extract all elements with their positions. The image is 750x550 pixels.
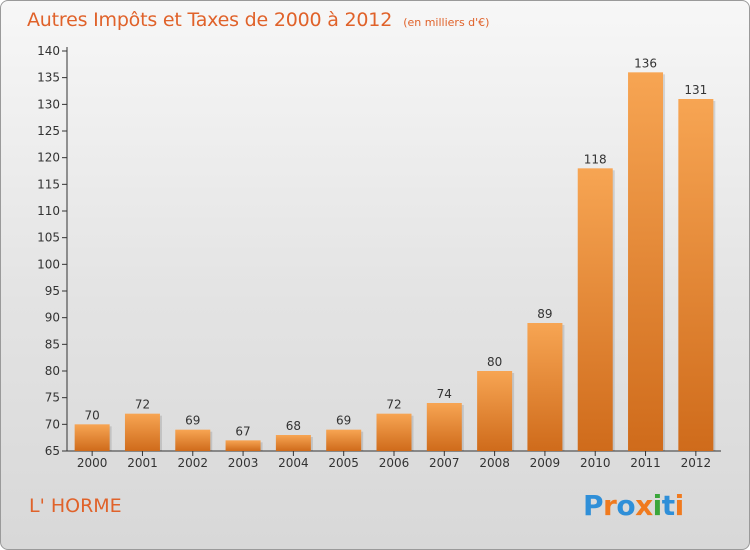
x-tick-label: 2008 <box>479 456 510 470</box>
data-label: 80 <box>487 355 502 369</box>
bar <box>74 424 110 451</box>
logo-letter: r <box>603 489 617 522</box>
bar <box>275 435 311 451</box>
y-tick-label: 90 <box>45 311 60 325</box>
y-tick-label: 125 <box>37 124 60 138</box>
x-tick-label: 2011 <box>630 456 661 470</box>
x-tick-label: 2001 <box>127 456 158 470</box>
x-tick-label: 2002 <box>177 456 208 470</box>
logo-letter: x <box>635 489 653 522</box>
bar <box>577 168 613 452</box>
bar <box>124 413 160 451</box>
bar <box>527 323 563 451</box>
logo-letter: P <box>583 489 604 522</box>
proxiti-logo: Proxiti <box>583 489 684 522</box>
x-tick-label: 2000 <box>77 456 108 470</box>
x-tick-label: 2010 <box>580 456 611 470</box>
data-label: 67 <box>235 424 250 438</box>
data-label: 70 <box>85 408 100 422</box>
y-tick-label: 140 <box>37 44 60 58</box>
bar <box>175 429 211 451</box>
logo-letter: t <box>661 489 675 522</box>
bar <box>678 99 714 451</box>
x-tick-label: 2007 <box>429 456 460 470</box>
bar <box>426 403 462 451</box>
x-tick-label: 2006 <box>379 456 410 470</box>
chart-title: Autres Impôts et Taxes de 2000 à 2012 <box>27 9 393 31</box>
y-tick-label: 135 <box>37 71 60 85</box>
y-tick-label: 115 <box>37 177 60 191</box>
y-tick-label: 65 <box>45 444 60 458</box>
y-tick-label: 75 <box>45 391 60 405</box>
x-tick-label: 2005 <box>328 456 359 470</box>
data-label: 68 <box>286 419 301 433</box>
y-tick-label: 100 <box>37 257 60 271</box>
data-label: 69 <box>336 414 351 428</box>
data-label: 74 <box>437 387 452 401</box>
data-label: 89 <box>537 307 552 321</box>
data-label: 69 <box>185 414 200 428</box>
y-tick-label: 80 <box>45 364 60 378</box>
bar <box>326 429 362 451</box>
logo-letter: o <box>616 489 636 522</box>
logo-letter: i <box>674 489 685 522</box>
data-label: 136 <box>634 56 657 70</box>
y-tick-label: 110 <box>37 204 60 218</box>
data-label: 72 <box>386 398 401 412</box>
x-axis: 2000 2001 2002 2003 2004 2005 2006 2007 2008 2009… <box>67 450 721 470</box>
bars: 70 72 69 67 68 69 72 74 80 89 118 136 131 <box>74 56 716 452</box>
y-tick-label: 120 <box>37 151 60 165</box>
logo-letter: i <box>652 489 663 522</box>
y-tick-label: 70 <box>45 417 60 431</box>
data-label: 72 <box>135 398 150 412</box>
chart-title-block: Autres Impôts et Taxes de 2000 à 2012 (e… <box>27 9 489 31</box>
data-label: 131 <box>684 83 707 97</box>
x-tick-label: 2004 <box>278 456 309 470</box>
chart-subtitle: (en milliers d'€) <box>403 16 490 29</box>
bar <box>225 440 261 451</box>
data-label: 118 <box>584 152 607 166</box>
y-tick-label: 85 <box>45 337 60 351</box>
bar <box>376 413 412 451</box>
x-tick-label: 2003 <box>228 456 259 470</box>
y-tick-label: 130 <box>37 97 60 111</box>
y-tick-label: 95 <box>45 284 60 298</box>
commune-name: L' HORME <box>29 495 122 517</box>
y-tick-label: 105 <box>37 231 60 245</box>
y-axis: 65 70 75 80 85 90 95 100 105 110 115 120 125 130 135 14… <box>37 44 68 458</box>
bar <box>477 371 513 451</box>
x-tick-label: 2012 <box>681 456 712 470</box>
x-tick-label: 2009 <box>530 456 561 470</box>
bar <box>628 72 664 451</box>
